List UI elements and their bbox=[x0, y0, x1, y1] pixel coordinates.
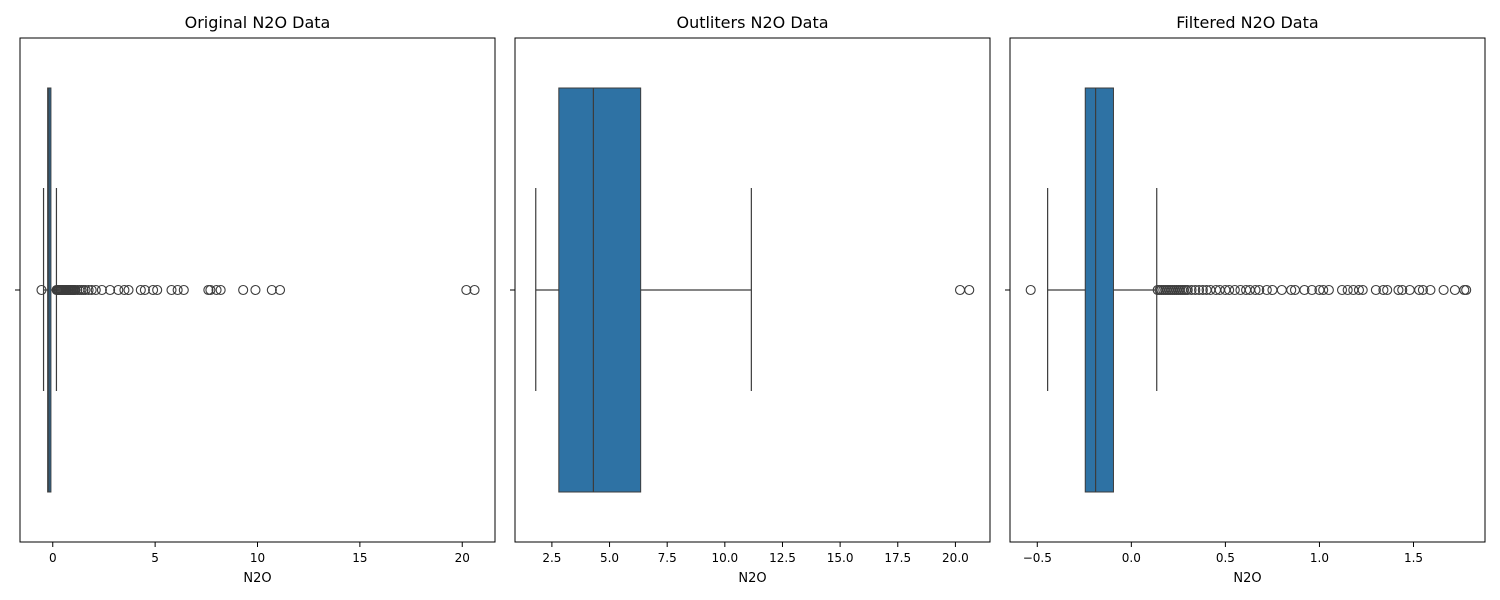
outlier-point bbox=[1318, 284, 1329, 296]
chart-title: Filtered N2O Data bbox=[1176, 13, 1318, 32]
outlier-point bbox=[148, 284, 159, 296]
outlier-point bbox=[113, 284, 124, 296]
outlier-point bbox=[1224, 284, 1235, 296]
outlier-point bbox=[1025, 284, 1036, 296]
outlier-point bbox=[1299, 284, 1310, 296]
x-tick-label: 10 bbox=[250, 551, 265, 565]
chart-panel-1: Original N2O Data 0 5 10 15 20 N2O bbox=[15, 13, 496, 586]
outlier-point bbox=[211, 284, 222, 296]
outlier-point bbox=[80, 284, 91, 296]
outlier-point bbox=[139, 284, 150, 296]
outlier-point bbox=[1378, 284, 1389, 296]
outlier-point bbox=[1276, 284, 1287, 296]
x-axis-label: N2O bbox=[1233, 571, 1261, 586]
x-tick-label: 20.0 bbox=[942, 551, 969, 565]
x-tick-label: 12.5 bbox=[769, 551, 796, 565]
x-tick-label: 7.5 bbox=[658, 551, 677, 565]
outlier-point bbox=[86, 284, 97, 296]
outlier-point bbox=[178, 284, 189, 296]
x-axis-label: N2O bbox=[738, 571, 766, 586]
outlier-point bbox=[1261, 284, 1272, 296]
outlier-point bbox=[152, 284, 163, 296]
outlier-point bbox=[1306, 284, 1317, 296]
x-tick-label: 5.0 bbox=[600, 551, 619, 565]
outlier-point bbox=[1267, 284, 1278, 296]
outlier-point bbox=[1425, 284, 1436, 296]
x-tick-label: −0.5 bbox=[1023, 551, 1052, 565]
outlier-point bbox=[1190, 284, 1201, 296]
outlier-point bbox=[105, 284, 116, 296]
outlier-point bbox=[90, 284, 101, 296]
outlier-point bbox=[1397, 284, 1408, 296]
outlier-point bbox=[1461, 284, 1472, 296]
outlier-point bbox=[119, 284, 130, 296]
outlier-point bbox=[1357, 284, 1368, 296]
outlier-point bbox=[266, 284, 277, 296]
outlier-point bbox=[238, 284, 249, 296]
outlier-point bbox=[250, 284, 261, 296]
iqr-box bbox=[558, 87, 642, 493]
outlier-point bbox=[1417, 284, 1428, 296]
outlier-point bbox=[1197, 284, 1208, 296]
outlier-point bbox=[1342, 284, 1353, 296]
x-tick-label: 15 bbox=[352, 551, 367, 565]
outlier-point bbox=[172, 284, 183, 296]
outlier-point bbox=[1182, 284, 1193, 296]
outlier-point bbox=[83, 284, 94, 296]
outlier-point bbox=[1186, 284, 1197, 296]
outlier-point bbox=[1353, 284, 1365, 296]
outlier-point bbox=[205, 284, 216, 296]
outlier-point bbox=[1194, 284, 1205, 296]
outlier-point bbox=[96, 284, 107, 296]
x-tick-label: 17.5 bbox=[884, 551, 911, 565]
outlier-point bbox=[215, 284, 226, 296]
outlier-point bbox=[1449, 284, 1460, 296]
outlier-point bbox=[135, 284, 146, 296]
chart-panel-3: Filtered N2O Data −0.5 0.0 0.5 1.0 1.5 N2O bbox=[1005, 13, 1486, 586]
outlier-point bbox=[274, 284, 286, 296]
outlier-point bbox=[469, 284, 480, 296]
outlier-point bbox=[1250, 284, 1261, 296]
outlier-point bbox=[123, 284, 134, 296]
x-axis-label: N2O bbox=[243, 571, 271, 586]
outlier-point bbox=[954, 284, 966, 296]
x-tick-label: 15.0 bbox=[827, 551, 854, 565]
outlier-point bbox=[1438, 284, 1449, 296]
outlier-point bbox=[1323, 284, 1334, 296]
outlier-point bbox=[1370, 284, 1381, 296]
outlier-point bbox=[1254, 284, 1265, 296]
x-tick-label: 1.0 bbox=[1310, 551, 1329, 565]
x-tick-label: 20 bbox=[455, 551, 470, 565]
x-tick-label: 1.5 bbox=[1404, 551, 1423, 565]
chart-panel-2: Outliters N2O Data 2.5 5.0 7.5 10.0 12.5 15.0 1… bbox=[510, 13, 991, 586]
x-tick-label: 0.0 bbox=[1122, 551, 1141, 565]
outlier-point bbox=[461, 284, 472, 296]
x-tick-label: 10.0 bbox=[711, 551, 738, 565]
outlier-point bbox=[1382, 284, 1393, 296]
outlier-point bbox=[36, 284, 47, 296]
x-tick-label: 2.5 bbox=[542, 551, 561, 565]
outlier-point bbox=[964, 284, 975, 296]
x-tick-label: 0 bbox=[49, 551, 57, 565]
outlier-point bbox=[166, 284, 177, 296]
chart-title: Outliters N2O Data bbox=[676, 13, 828, 32]
iqr-box bbox=[1084, 87, 1114, 493]
x-tick-label: 0.5 bbox=[1216, 551, 1235, 565]
chart-title: Original N2O Data bbox=[185, 13, 331, 32]
x-tick-label: 5 bbox=[151, 551, 159, 565]
outlier-point bbox=[1414, 284, 1425, 296]
outlier-point bbox=[1336, 284, 1348, 296]
outlier-point bbox=[1286, 284, 1297, 296]
outlier-point bbox=[1229, 284, 1240, 296]
outlier-point bbox=[1393, 284, 1404, 296]
